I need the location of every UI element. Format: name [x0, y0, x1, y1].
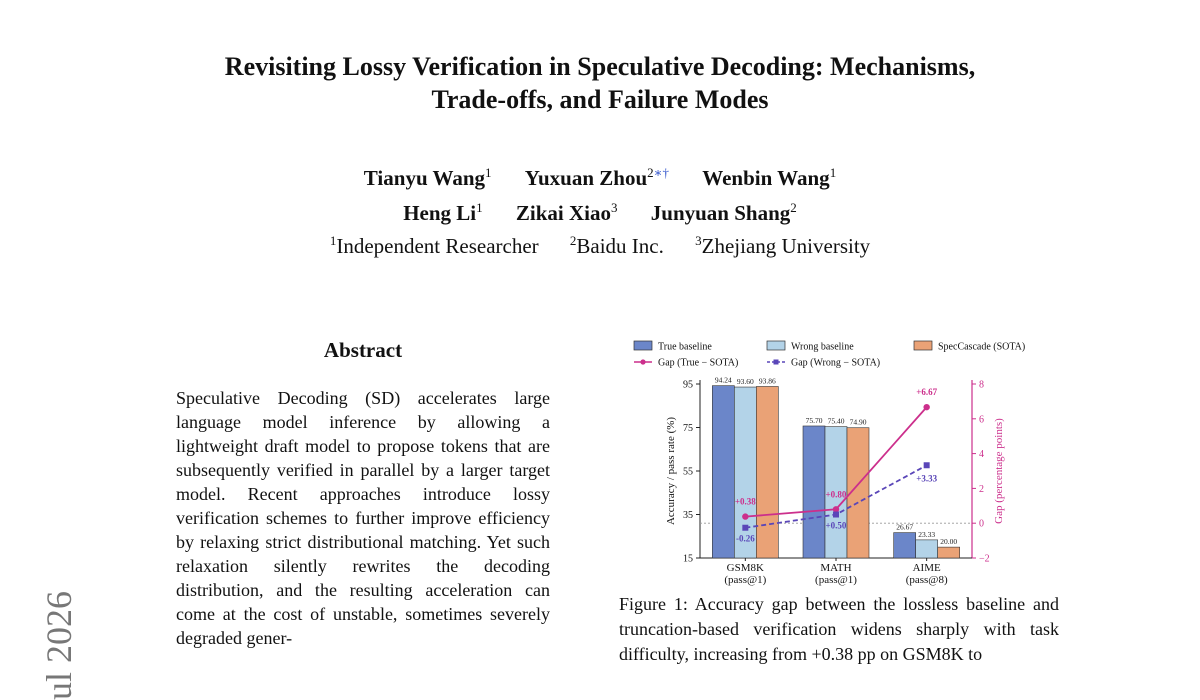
bar-data-label: 20.00	[940, 537, 957, 546]
x-tick-label: GSM8K	[727, 562, 764, 574]
legend-label: SpecCascade (SOTA)	[938, 342, 1025, 353]
bar-data-label: 94.24	[715, 376, 732, 385]
y-tick-label: 75	[683, 423, 693, 434]
x-tick-sublabel: (pass@1)	[724, 574, 766, 586]
figure-1: True baseline Wrong baseline SpecCascade (…	[612, 334, 1052, 588]
accuracy-gap-chart: True baseline Wrong baseline SpecCascade (…	[633, 340, 1025, 586]
y-tick-label: 15	[683, 554, 693, 565]
bar	[937, 546, 960, 559]
paper-title: Revisiting Lossy Verification in Specula…	[0, 50, 1200, 116]
bar	[893, 532, 916, 559]
bar-data-label: 23.33	[918, 530, 935, 539]
bar	[802, 425, 826, 559]
gap-point	[833, 511, 839, 518]
gap-data-label: +6.67	[916, 387, 937, 397]
author: Yuxuan Zhou2∗†	[524, 165, 669, 190]
figure-caption: Figure 1: Accuracy gap between the lossl…	[619, 594, 1059, 664]
author-list: Tianyu Wang1 Yuxuan Zhou2∗† Wenbin Wang1…	[0, 158, 1200, 228]
bar-data-label: 74.90	[850, 418, 867, 427]
title-line-1: Revisiting Lossy Verification in Specula…	[224, 52, 976, 81]
affiliation: 1Independent Researcher	[329, 233, 539, 258]
bar-data-label: 75.70	[806, 416, 823, 425]
y-tick-label-right: 0	[979, 519, 984, 530]
y-tick-label-right: 2	[979, 484, 984, 495]
y-axis-label-right: Gap (percentage points)	[993, 418, 1005, 524]
bar	[915, 539, 938, 559]
bar-data-label: 93.60	[737, 377, 754, 386]
bar	[734, 386, 757, 559]
author: Junyuan Shang2	[650, 200, 797, 225]
gap-data-label: -0.26	[736, 534, 755, 544]
title-line-2: Trade-offs, and Failure Modes	[431, 85, 769, 114]
legend-swatch	[913, 340, 933, 351]
x-tick-label: MATH	[820, 562, 851, 574]
y-tick-label: 55	[683, 467, 693, 478]
x-tick-label: AIME	[913, 562, 941, 574]
arxiv-stamp: ul 2026	[39, 590, 79, 700]
gap-point	[742, 524, 749, 531]
abstract-heading: Abstract	[323, 338, 403, 362]
legend-label: Gap (Wrong − SOTA)	[791, 358, 880, 369]
bar-data-label: 75.40	[828, 417, 845, 426]
corresponding-mark: ∗†	[653, 165, 669, 180]
gap-data-label: +3.33	[916, 473, 937, 483]
x-tick-sublabel: (pass@1)	[815, 574, 857, 586]
legend-swatch	[766, 340, 786, 351]
gap-point	[923, 403, 930, 411]
legend-label: True baseline	[658, 342, 712, 353]
y-tick-label: 95	[683, 380, 693, 391]
y-tick-label-right: 6	[979, 414, 984, 425]
bar	[712, 385, 735, 559]
y-axis-label: Accuracy / pass rate (%)	[665, 417, 677, 525]
bar	[846, 427, 870, 559]
affiliations: 1Independent Researcher 2Baidu Inc. 3Zhe…	[0, 228, 1200, 259]
gap-data-label: +0.50	[826, 521, 847, 531]
gap-point	[742, 513, 749, 520]
legend-label: Wrong baseline	[791, 342, 854, 353]
author: Zikai Xiao3	[515, 200, 618, 225]
x-tick-sublabel: (pass@8)	[906, 574, 948, 586]
affiliation: 2Baidu Inc.	[569, 233, 664, 258]
affiliation: 3Zhejiang University	[695, 233, 871, 258]
legend-label: Gap (True − SOTA)	[658, 358, 738, 369]
bar	[756, 386, 779, 559]
legend-marker	[640, 359, 646, 365]
y-tick-label: 35	[683, 510, 693, 521]
bar-data-label: 26.67	[896, 523, 913, 532]
author: Heng Li1	[403, 200, 483, 225]
y-tick-label-right: 4	[979, 449, 984, 460]
gap-data-label: +0.38	[735, 497, 756, 507]
abstract-text: Speculative Decoding (SD) accelerates la…	[176, 388, 550, 648]
legend-swatch	[633, 340, 653, 351]
legend-marker	[773, 359, 779, 365]
gap-data-label: +0.80	[826, 489, 847, 499]
author: Wenbin Wang1	[702, 165, 837, 190]
bar-data-label: 93.86	[759, 376, 776, 385]
y-tick-label-right: −2	[979, 554, 990, 565]
gap-point	[832, 506, 840, 513]
gap-point	[923, 462, 930, 469]
y-tick-label-right: 8	[979, 380, 984, 391]
author: Tianyu Wang1	[363, 165, 492, 190]
